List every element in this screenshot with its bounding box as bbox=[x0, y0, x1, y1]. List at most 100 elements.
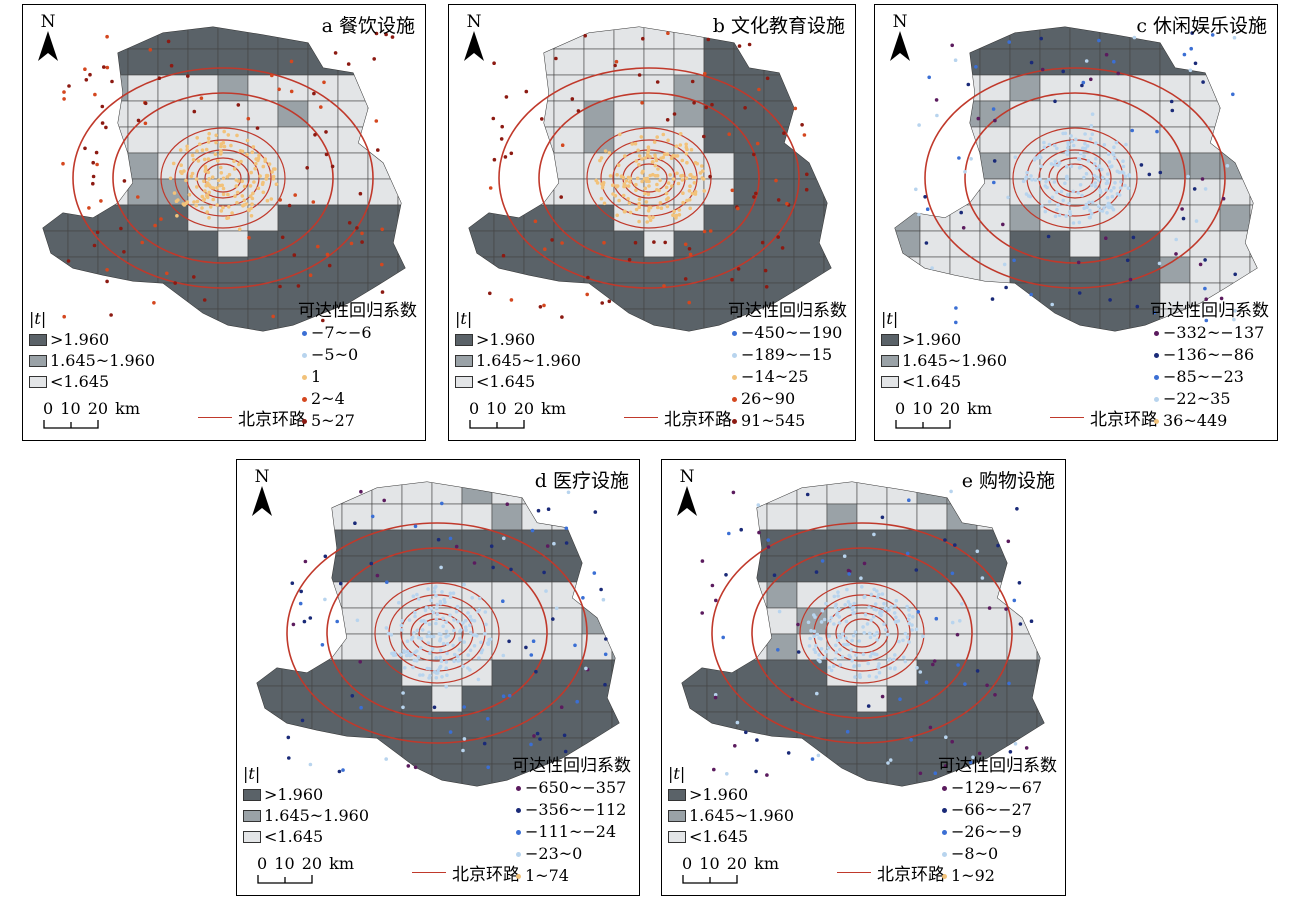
coefficient-point bbox=[841, 632, 845, 636]
coefficient-point bbox=[105, 34, 109, 39]
coefficient-point bbox=[575, 699, 579, 704]
coefficient-point bbox=[1116, 71, 1120, 76]
coefficient-point bbox=[1057, 213, 1062, 218]
district-polygon bbox=[491, 581, 523, 609]
district-polygon bbox=[1040, 335, 1070, 361]
t-legend-label: >1.960 bbox=[50, 330, 110, 349]
coefficient-point bbox=[1203, 258, 1207, 262]
coefficient-point bbox=[413, 765, 418, 770]
coefficient-point bbox=[602, 240, 606, 245]
coefficient-point bbox=[603, 652, 608, 657]
coefficient-point bbox=[914, 187, 918, 192]
coef-legend-dot bbox=[732, 330, 737, 336]
coefficient-point bbox=[708, 174, 712, 179]
district-polygon bbox=[1249, 230, 1257, 258]
district-polygon bbox=[157, 74, 189, 102]
coefficient-point bbox=[238, 149, 243, 153]
coefficient-point bbox=[1074, 137, 1078, 142]
coefficient-point bbox=[469, 618, 474, 622]
coefficient-point bbox=[454, 609, 459, 614]
coefficient-point bbox=[617, 198, 621, 203]
coefficient-point bbox=[875, 630, 879, 635]
district-polygon bbox=[1129, 74, 1161, 102]
coefficient-point bbox=[613, 194, 618, 198]
coefficient-point bbox=[482, 741, 487, 746]
coefficient-point bbox=[960, 602, 964, 606]
coefficient-point bbox=[321, 318, 325, 323]
coefficient-point bbox=[622, 182, 627, 186]
ring-road bbox=[1012, 127, 1138, 229]
coefficient-point bbox=[439, 565, 443, 570]
district-polygon bbox=[611, 555, 619, 583]
coefficient-point bbox=[207, 190, 211, 195]
coefficient-point bbox=[330, 164, 335, 169]
coefficient-point bbox=[944, 735, 948, 739]
coefficient-point bbox=[909, 738, 913, 742]
coefficient-point bbox=[1210, 33, 1215, 37]
coefficient-point bbox=[105, 279, 109, 284]
coefficient-point bbox=[503, 155, 508, 159]
coef-legend: 可达性回归系数 −7~−6 −5~0 1 2~4 5~27 bbox=[298, 300, 417, 432]
coefficient-point bbox=[532, 734, 536, 738]
coefficient-point bbox=[1093, 181, 1098, 185]
t-legend-row: 1.645~1.960 bbox=[668, 805, 794, 826]
district-polygon bbox=[397, 48, 405, 76]
coefficient-point bbox=[894, 598, 899, 603]
coefficient-point bbox=[993, 118, 997, 123]
coef-legend-row: 91~545 bbox=[728, 410, 847, 432]
coefficient-point bbox=[1057, 161, 1062, 165]
district-polygon bbox=[856, 529, 888, 557]
coefficient-point bbox=[956, 663, 960, 667]
coefficient-point bbox=[1084, 171, 1089, 176]
district-polygon bbox=[949, 27, 981, 50]
coefficient-point bbox=[659, 206, 664, 210]
coefficient-point bbox=[221, 176, 226, 181]
district-polygon bbox=[763, 256, 795, 284]
coefficient-point bbox=[581, 596, 585, 600]
district-polygon bbox=[736, 659, 768, 687]
coefficient-point bbox=[1037, 153, 1042, 158]
district-polygon bbox=[673, 100, 705, 128]
coefficient-point bbox=[776, 235, 780, 239]
district-polygon bbox=[1129, 204, 1161, 232]
district-polygon bbox=[584, 335, 614, 361]
coefficient-point bbox=[727, 132, 731, 136]
coefficient-point bbox=[876, 665, 881, 670]
coefficient-point bbox=[214, 133, 218, 138]
coefficient-point bbox=[346, 62, 351, 66]
district-polygon bbox=[1036, 555, 1044, 583]
coefficient-point bbox=[766, 545, 771, 549]
district-polygon bbox=[1249, 204, 1257, 232]
ring-road bbox=[160, 127, 286, 229]
coefficient-point bbox=[730, 188, 735, 193]
coefficient-point bbox=[226, 192, 230, 197]
coefficient-point bbox=[437, 632, 442, 636]
coefficient-point bbox=[1053, 99, 1057, 104]
district-polygon bbox=[371, 659, 403, 687]
coefficient-point bbox=[502, 536, 506, 541]
coefficient-point bbox=[819, 647, 824, 651]
district-polygon bbox=[431, 685, 463, 713]
coef-legend-row: −136~−86 bbox=[1150, 344, 1269, 366]
district-polygon bbox=[247, 282, 279, 310]
coefficient-point bbox=[269, 197, 274, 201]
coefficient-point bbox=[806, 620, 811, 625]
coefficient-point bbox=[655, 182, 659, 187]
district-polygon bbox=[1129, 100, 1161, 128]
district-polygon bbox=[1189, 152, 1221, 180]
t-legend-swatch bbox=[668, 788, 686, 801]
coefficient-point bbox=[438, 638, 442, 643]
coefficient-point bbox=[323, 597, 327, 602]
coefficient-point bbox=[426, 641, 431, 645]
coefficient-point bbox=[584, 666, 588, 671]
coefficient-point bbox=[1221, 196, 1226, 201]
district-polygon bbox=[916, 581, 948, 609]
coefficient-point bbox=[843, 603, 847, 607]
coefficient-point bbox=[628, 180, 632, 184]
coefficient-point bbox=[977, 751, 982, 756]
coefficient-point bbox=[819, 637, 823, 641]
coefficient-point bbox=[544, 589, 548, 593]
district-polygon bbox=[682, 633, 708, 661]
coefficient-point bbox=[1056, 203, 1060, 207]
district-polygon bbox=[827, 790, 857, 816]
